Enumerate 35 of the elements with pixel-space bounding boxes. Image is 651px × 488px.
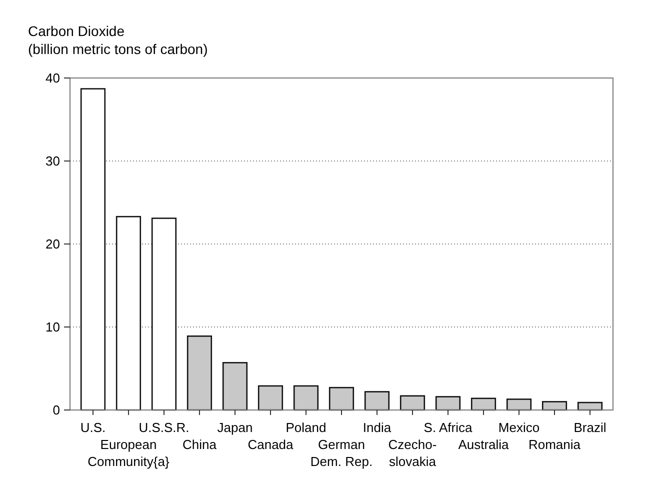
bar: [116, 216, 142, 411]
chart-title: Carbon Dioxide: [28, 23, 125, 39]
y-tick-label: 30: [46, 154, 60, 169]
y-tick-label: 10: [46, 320, 60, 335]
bar: [328, 386, 354, 411]
bar: [435, 396, 461, 411]
y-tick-label: 20: [46, 236, 60, 252]
x-tick-label: Japan: [217, 420, 253, 435]
x-tick-label: Canada: [248, 437, 294, 452]
y-tick-label: 40: [46, 70, 60, 86]
x-tick-label: Brazil: [574, 420, 606, 435]
x-tick-label: European Community{a}: [88, 437, 170, 469]
bar: [506, 398, 532, 411]
bar: [364, 391, 390, 411]
x-tick-label: U.S.S.R.: [138, 420, 190, 435]
x-tick-label: Australia: [458, 437, 510, 452]
bar: [258, 385, 284, 411]
x-tick-label: India: [362, 420, 392, 435]
x-tick-label: Poland: [286, 420, 326, 435]
bar: [151, 218, 177, 411]
bar: [80, 88, 106, 411]
x-tick-label: Romania: [528, 437, 582, 452]
x-tick-label: China: [182, 437, 218, 452]
bar: [400, 395, 426, 411]
x-tick-label: Mexico: [498, 420, 540, 435]
x-tick-label: German Dem. Rep.: [310, 437, 373, 469]
x-tick-label: S. Africa: [424, 420, 473, 435]
x-tick-label: Czecho- slovakia: [388, 437, 437, 469]
bar: [293, 385, 319, 411]
bar: [222, 362, 248, 411]
x-tick-label: U.S.: [80, 420, 106, 435]
y-axis-title: (billion metric tons of carbon): [28, 41, 208, 57]
y-tick-label: 0: [52, 402, 60, 418]
bar: [186, 335, 212, 411]
bar: [470, 398, 496, 411]
